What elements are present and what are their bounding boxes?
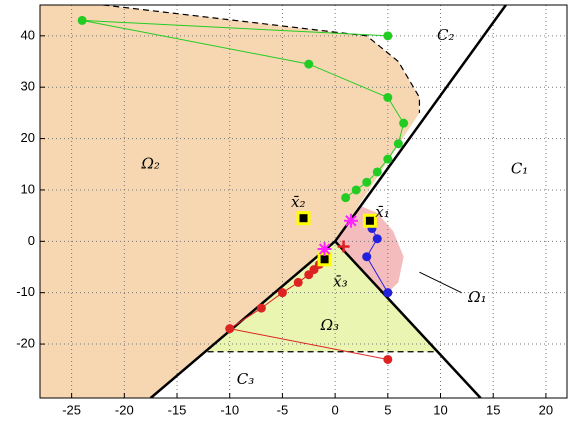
marker-square-core	[299, 214, 308, 223]
plot-frame	[39, 4, 568, 399]
x-tick-label: 0	[332, 402, 339, 417]
marker-square-core	[320, 255, 329, 264]
marker-cross	[337, 240, 350, 253]
point	[256, 303, 266, 313]
annotation: x̄₃	[333, 272, 347, 290]
point	[304, 59, 314, 69]
x-tick-label: -25	[62, 402, 81, 417]
x-tick-label: -10	[220, 402, 239, 417]
point	[293, 277, 303, 287]
annotation: x̄₂	[291, 193, 305, 211]
point	[383, 31, 393, 41]
annotation: x̄₁	[375, 203, 389, 221]
x-tick-label: -15	[168, 402, 187, 417]
point	[372, 234, 382, 244]
y-tick-label: 30	[21, 79, 35, 94]
annotation: Ω₃	[320, 316, 339, 334]
point	[351, 185, 361, 195]
y-tick-label: 10	[21, 181, 35, 196]
point	[277, 288, 287, 298]
y-tick-label: 40	[21, 27, 35, 42]
annotation: Ω₁	[467, 288, 486, 306]
point	[225, 324, 235, 334]
y-tick-label: -20	[16, 335, 35, 350]
point	[362, 177, 372, 187]
region	[335, 206, 404, 293]
point	[362, 252, 372, 262]
x-tick-label: 5	[384, 402, 391, 417]
point	[372, 167, 382, 177]
boundary-line	[419, 271, 462, 294]
point	[383, 288, 393, 298]
x-tick-label: -20	[115, 402, 134, 417]
marker-square-core	[365, 216, 374, 225]
boundary-line	[103, 5, 421, 113]
point	[383, 354, 393, 364]
point	[393, 139, 403, 149]
region	[207, 241, 438, 352]
point	[399, 118, 409, 128]
annotation: C₃	[237, 370, 255, 388]
x-tick-label: 20	[539, 402, 553, 417]
y-tick-label: 20	[21, 130, 35, 145]
point	[383, 92, 393, 102]
annotation: Ω₂	[140, 154, 159, 172]
x-tick-label: 10	[433, 402, 447, 417]
y-tick-label: 0	[28, 233, 35, 248]
y-tick-label: -10	[16, 284, 35, 299]
marker-star	[317, 242, 332, 257]
marker-star	[343, 213, 358, 228]
annotation: C₂	[437, 26, 455, 44]
plot-area	[40, 5, 567, 398]
point	[383, 154, 393, 164]
point	[341, 193, 351, 203]
boundary-line	[334, 240, 482, 398]
x-tick-label: -5	[277, 402, 289, 417]
x-tick-label: 15	[486, 402, 500, 417]
annotation: C₁	[511, 159, 529, 177]
point	[77, 15, 87, 25]
